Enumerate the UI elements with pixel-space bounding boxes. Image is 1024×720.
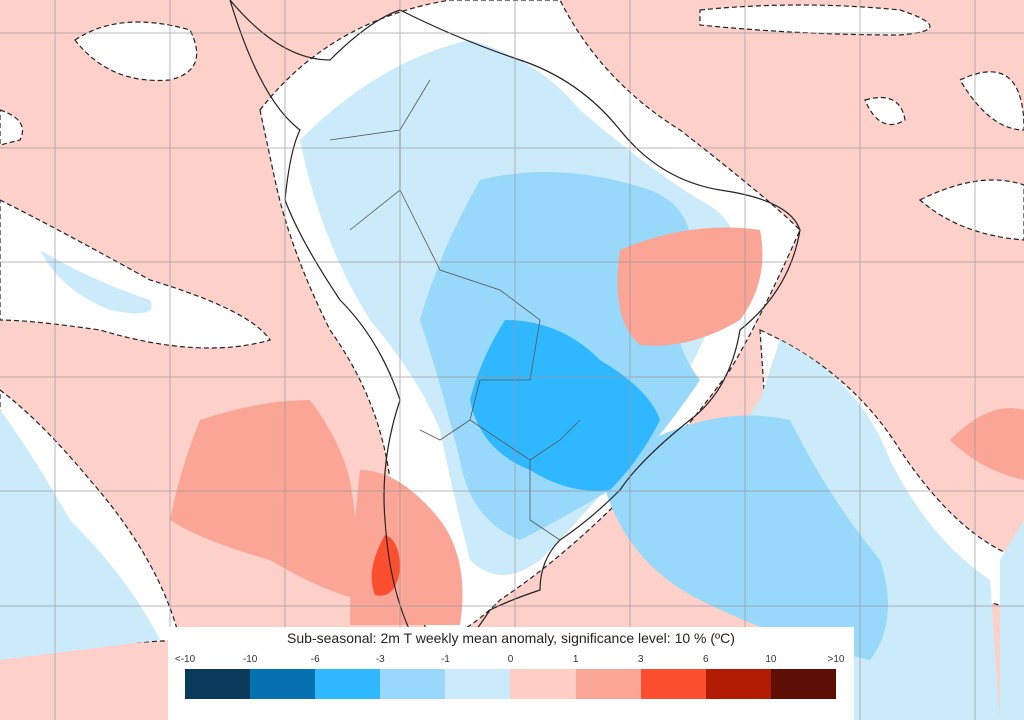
legend-tick: -10 — [242, 654, 258, 665]
legend-swatch — [575, 669, 641, 699]
legend-swatch — [185, 669, 251, 699]
legend-tick: 0 — [507, 654, 514, 665]
legend-swatch — [705, 669, 771, 699]
anomaly-strong-blue — [470, 320, 660, 491]
legend-tick: -6 — [310, 654, 320, 665]
legend-tick: >10 — [827, 654, 845, 665]
legend-swatch — [510, 669, 576, 699]
legend-swatch — [250, 669, 316, 699]
legend-tick: -1 — [440, 654, 450, 665]
legend-tick: -3 — [375, 654, 385, 665]
legend-tick: <-10 — [174, 654, 196, 665]
legend-swatch — [445, 669, 511, 699]
legend-swatch — [770, 669, 836, 699]
legend-color-bar — [185, 669, 836, 699]
legend-swatch — [315, 669, 381, 699]
legend-ticks: <-10 -10 -6 -3 -1 0 1 3 6 10 >10 — [168, 654, 854, 666]
legend-tick: 1 — [572, 654, 579, 665]
legend-swatch — [380, 669, 446, 699]
color-legend: Sub-seasonal: 2m T weekly mean anomaly, … — [168, 627, 854, 720]
legend-swatch — [640, 669, 706, 699]
legend-tick: 3 — [637, 654, 644, 665]
coastline — [229, 0, 801, 651]
legend-tick: 10 — [765, 654, 777, 665]
legend-tick: 6 — [703, 654, 709, 665]
legend-title: Sub-seasonal: 2m T weekly mean anomaly, … — [287, 630, 735, 646]
